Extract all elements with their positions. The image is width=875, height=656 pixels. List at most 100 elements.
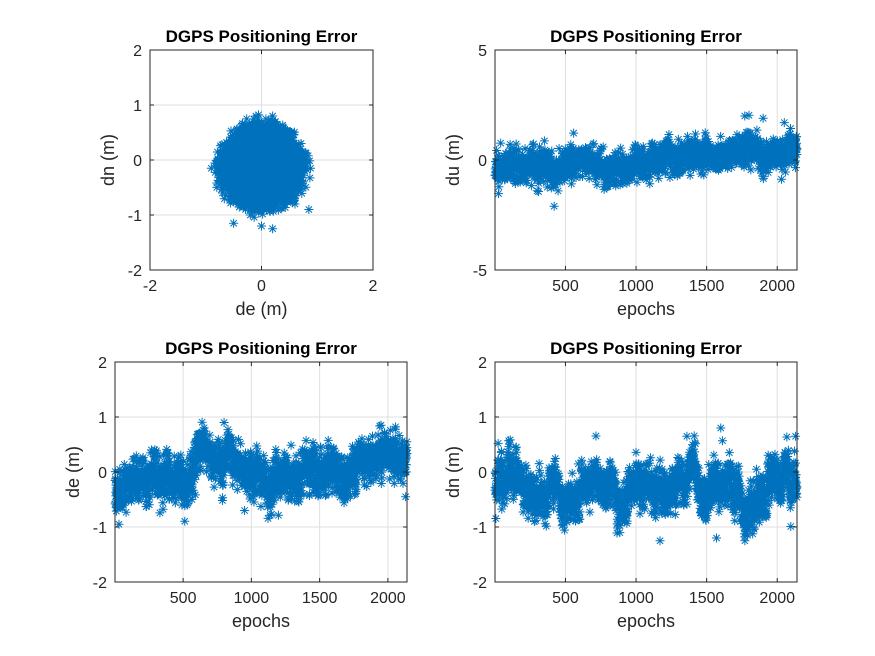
y-tick-label-1: 0 xyxy=(478,153,487,170)
data-point-1594 xyxy=(715,164,725,174)
data-point-491 xyxy=(559,176,569,186)
data-point-793 xyxy=(218,478,228,488)
data-point-722 xyxy=(209,469,219,479)
data-point-1535 xyxy=(707,144,717,154)
data-point-1771 xyxy=(222,171,232,181)
series-points xyxy=(110,417,412,529)
data-point-1769 xyxy=(290,141,300,151)
data-point-2127 xyxy=(790,156,800,166)
data-point-1773 xyxy=(247,194,257,204)
data-point-1727 xyxy=(260,192,270,202)
data-point-597 xyxy=(191,458,201,468)
series-points xyxy=(490,110,802,211)
data-point-172 xyxy=(133,488,143,498)
data-point-533 xyxy=(183,498,193,508)
data-point-1778 xyxy=(292,155,302,165)
data-point-1783 xyxy=(742,149,752,159)
data-point-1804 xyxy=(268,224,278,234)
data-point-1097 xyxy=(645,172,655,182)
data-point-1404 xyxy=(226,147,236,157)
data-point-1631 xyxy=(270,190,280,200)
data-point-1770 xyxy=(270,134,280,144)
data-point-490 xyxy=(177,500,187,510)
data-point-139 xyxy=(129,454,139,464)
y-tick-label-2: 5 xyxy=(478,43,487,60)
data-point-477 xyxy=(175,478,185,488)
data-point-1402 xyxy=(271,193,281,203)
series-points xyxy=(206,110,316,234)
data-point-1514 xyxy=(249,168,259,178)
data-point-1764 xyxy=(739,162,749,172)
data-point-1682 xyxy=(237,178,247,188)
data-point-2129 xyxy=(791,134,801,144)
data-point-1714 xyxy=(286,158,296,168)
data-point-904 xyxy=(618,149,628,159)
data-point-1760 xyxy=(247,184,257,194)
data-point-1509 xyxy=(282,126,292,136)
y-tick-label-2: 0 xyxy=(133,153,142,170)
data-point-244 xyxy=(143,497,153,507)
data-point-1797 xyxy=(253,179,263,189)
data-point-564 xyxy=(187,495,197,505)
data-point-1670 xyxy=(285,186,295,196)
data-point-158 xyxy=(132,463,142,473)
data-point-2088 xyxy=(785,130,795,140)
data-point-1467 xyxy=(210,167,220,177)
data-point-1806 xyxy=(268,111,278,121)
data-point-712 xyxy=(591,174,601,184)
x-axis-label: epochs xyxy=(617,299,675,319)
data-point-273 xyxy=(529,139,539,149)
data-point-1752 xyxy=(271,175,281,185)
data-point-1329 xyxy=(678,166,688,176)
data-point-1855 xyxy=(752,125,762,135)
data-point-1708 xyxy=(234,198,244,208)
data-point-1627 xyxy=(235,147,245,157)
data-point-10 xyxy=(111,506,121,516)
data-point-1283 xyxy=(252,195,262,205)
data-point-869 xyxy=(229,436,239,446)
data-point-1699 xyxy=(240,188,250,198)
data-point-773 xyxy=(216,451,226,461)
data-point-1608 xyxy=(300,148,310,158)
data-point-373 xyxy=(543,176,553,186)
data-point-121 xyxy=(127,496,137,506)
data-point-82 xyxy=(121,466,131,476)
data-point-1744 xyxy=(251,130,261,140)
data-point-1560 xyxy=(211,158,221,168)
data-point-349 xyxy=(539,158,549,168)
data-point-1788 xyxy=(246,131,256,141)
data-point-230 xyxy=(141,502,151,512)
data-point-120 xyxy=(126,477,136,487)
data-point-1793 xyxy=(237,158,247,168)
data-point-1019 xyxy=(634,143,644,153)
data-point-1409 xyxy=(280,203,290,213)
data-point-350 xyxy=(158,498,168,508)
data-point-1757 xyxy=(240,174,250,184)
data-point-948 xyxy=(624,153,634,163)
data-point-1204 xyxy=(217,140,227,150)
data-point-788 xyxy=(218,493,228,503)
data-point-976 xyxy=(628,145,638,155)
data-point-498 xyxy=(560,144,570,154)
data-point-1574 xyxy=(219,169,229,179)
data-point-573 xyxy=(188,485,198,495)
data-point-1706 xyxy=(242,163,252,173)
data-point-31 xyxy=(242,114,252,124)
data-point-1312 xyxy=(675,142,685,152)
data-point-585 xyxy=(190,475,200,485)
data-point-1041 xyxy=(637,149,647,159)
data-point-1692 xyxy=(265,153,275,163)
data-point-1845 xyxy=(750,132,760,142)
data-point-1569 xyxy=(277,135,287,145)
data-point-1764 xyxy=(275,160,285,170)
data-point-310 xyxy=(534,178,544,188)
data-point-1766 xyxy=(230,196,240,206)
data-point-1513 xyxy=(285,196,295,206)
data-point-815 xyxy=(224,176,234,186)
data-point-722 xyxy=(592,180,602,190)
data-point-2143 xyxy=(779,118,789,128)
data-point-706 xyxy=(206,473,216,483)
x-tick-label-3: 2000 xyxy=(759,278,795,295)
